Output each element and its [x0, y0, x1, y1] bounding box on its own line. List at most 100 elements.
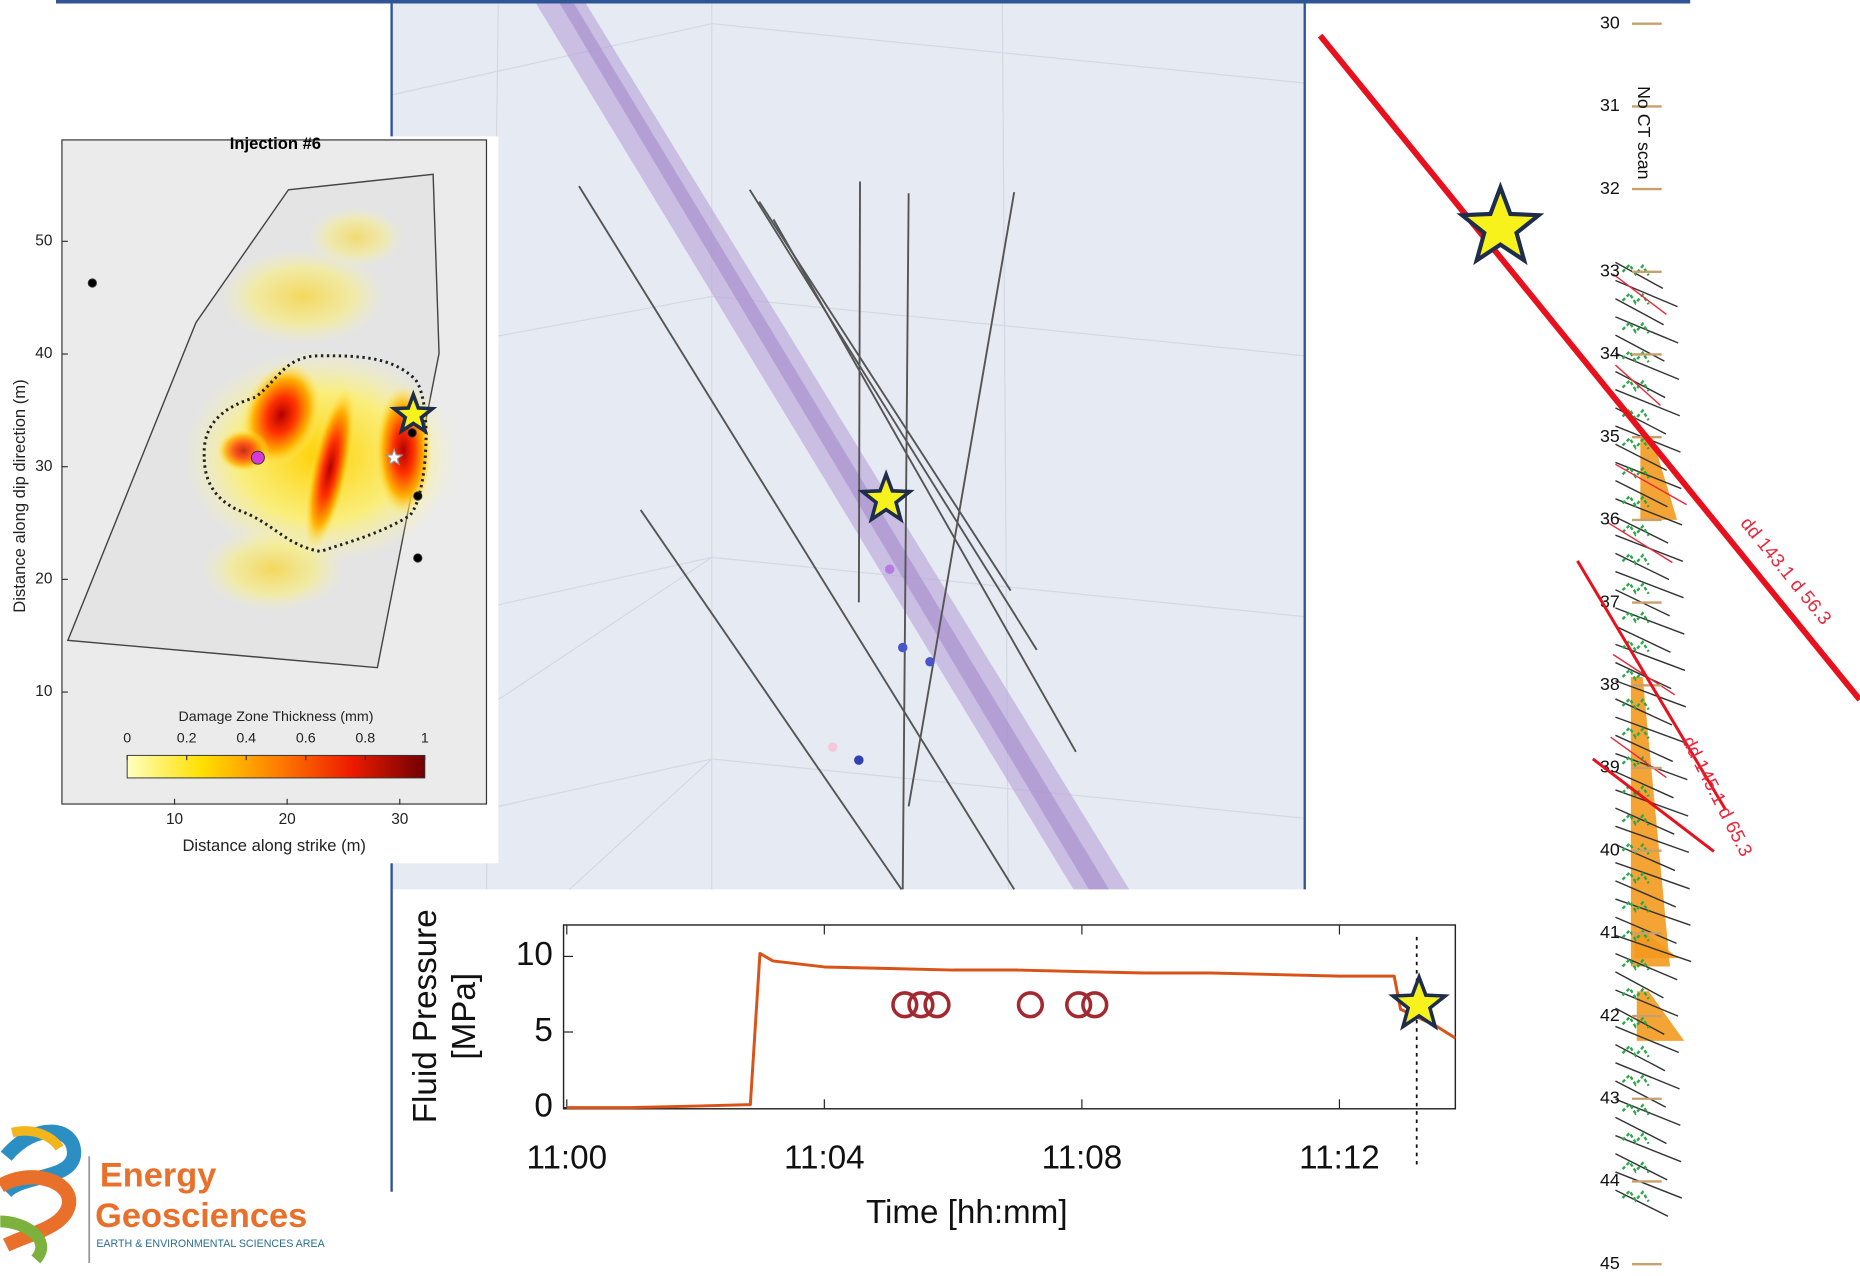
log-texture	[1621, 378, 1650, 392]
event-dot	[828, 742, 838, 752]
depth-label: 43	[1600, 1087, 1620, 1107]
log-tick	[1615, 607, 1685, 635]
log-tick	[1615, 1007, 1665, 1035]
log-tick	[1615, 1098, 1681, 1126]
3d-view	[391, 0, 1305, 890]
y-tick-label: 10	[516, 936, 553, 973]
log-texture	[1621, 899, 1650, 913]
log-tick	[1615, 498, 1683, 526]
log-tick	[1615, 461, 1682, 490]
borehole	[857, 181, 861, 603]
event-star	[857, 469, 915, 524]
heat-blob	[219, 249, 386, 344]
log-tick	[1615, 479, 1668, 508]
depth-label: 45	[1600, 1253, 1620, 1273]
borehole	[758, 201, 1012, 592]
gap-label: No CT scan	[1634, 86, 1654, 179]
log-tick	[1615, 1134, 1682, 1163]
log-texture	[1621, 957, 1650, 971]
y-tick-label: 20	[35, 570, 52, 587]
log-texture	[1621, 1015, 1650, 1029]
heat-blob	[201, 527, 345, 611]
colorbar-label: Damage Zone Thickness (mm)	[179, 709, 374, 725]
log-texture	[1621, 581, 1650, 595]
depth-label: 32	[1600, 178, 1620, 198]
panel-background	[397, 891, 1497, 1234]
log-texture	[1621, 928, 1650, 942]
logo-swirl	[10, 1126, 64, 1151]
heat-blob	[217, 429, 270, 472]
point	[87, 278, 97, 288]
log-texture	[1621, 262, 1650, 277]
fracture-zone	[1640, 437, 1678, 520]
borehole	[901, 193, 910, 890]
logo-title: Geosciences	[95, 1197, 307, 1235]
depth-label: 41	[1600, 922, 1620, 942]
log-tick	[1615, 261, 1664, 290]
event-dot	[854, 755, 864, 765]
log-tick	[1615, 880, 1677, 908]
colorbar-tick-label: 0	[123, 731, 131, 747]
log-tick	[1615, 825, 1690, 854]
depth-label: 30	[1600, 12, 1620, 32]
borehole	[772, 218, 1077, 753]
log-tick	[1615, 516, 1669, 544]
event-marker	[923, 991, 951, 1019]
y-tick-label: 50	[35, 232, 52, 249]
log-texture	[1621, 523, 1650, 537]
y-axis-label: [MPa]	[446, 973, 483, 1060]
log-tick	[1615, 989, 1679, 1017]
log-tick	[1615, 389, 1681, 417]
heat-blob	[375, 385, 432, 516]
log-tick	[1615, 1189, 1669, 1217]
x-tick-label: 11:00	[526, 1140, 607, 1177]
borehole	[639, 509, 903, 890]
log-tick	[1615, 443, 1667, 471]
colorbar-tick-label: 0.4	[236, 731, 256, 747]
fault-trace	[1592, 757, 1715, 853]
depth-label: 35	[1600, 426, 1620, 446]
log-tick	[1615, 934, 1692, 963]
log-texture	[1621, 696, 1650, 711]
log-tick	[1615, 862, 1690, 890]
logo-title: Energy	[100, 1157, 217, 1195]
log-tick	[1615, 680, 1687, 708]
event-dot	[925, 656, 935, 667]
log-tick	[1615, 1153, 1668, 1181]
borehole	[907, 191, 1016, 807]
log-texture	[1621, 783, 1650, 798]
point	[250, 450, 265, 465]
log-tick	[1615, 916, 1677, 945]
heat-blob	[304, 387, 356, 550]
log-tick	[1615, 334, 1665, 362]
log-texture	[1621, 291, 1650, 306]
log-tick	[1615, 370, 1666, 399]
fault-annotation: dd 145.1 d 65.3	[1677, 733, 1756, 860]
logo-subtitle: EARTH & ENVIRONMENTAL SCIENCES AREA	[96, 1238, 325, 1250]
depth-label: 42	[1600, 1005, 1620, 1025]
x-tick-label: 11:04	[784, 1140, 865, 1177]
y-tick-label: 10	[35, 683, 52, 700]
y-tick-label: 0	[534, 1087, 552, 1124]
log-texture	[1621, 552, 1650, 566]
y-tick-label: 5	[534, 1012, 552, 1049]
log-tick	[1615, 661, 1672, 690]
fracture-zone	[1630, 677, 1670, 967]
y-tick-label: 40	[35, 345, 52, 362]
log-texture	[1621, 870, 1650, 884]
y-axis-label: Fluid Pressure	[407, 909, 444, 1123]
log-tick	[1615, 570, 1684, 599]
log-tick	[1615, 1062, 1680, 1090]
log-tick	[1615, 952, 1678, 981]
x-tick-label: 11:12	[1299, 1140, 1380, 1177]
depth-label: 31	[1600, 95, 1620, 115]
event-marker	[891, 991, 919, 1019]
log-tick	[1615, 734, 1674, 763]
depth-label: 38	[1600, 674, 1620, 694]
colorbar-tick-label: 0.2	[177, 731, 197, 747]
fracture	[1606, 521, 1673, 564]
log-texture	[1621, 841, 1650, 856]
depth-label: 33	[1600, 261, 1620, 281]
